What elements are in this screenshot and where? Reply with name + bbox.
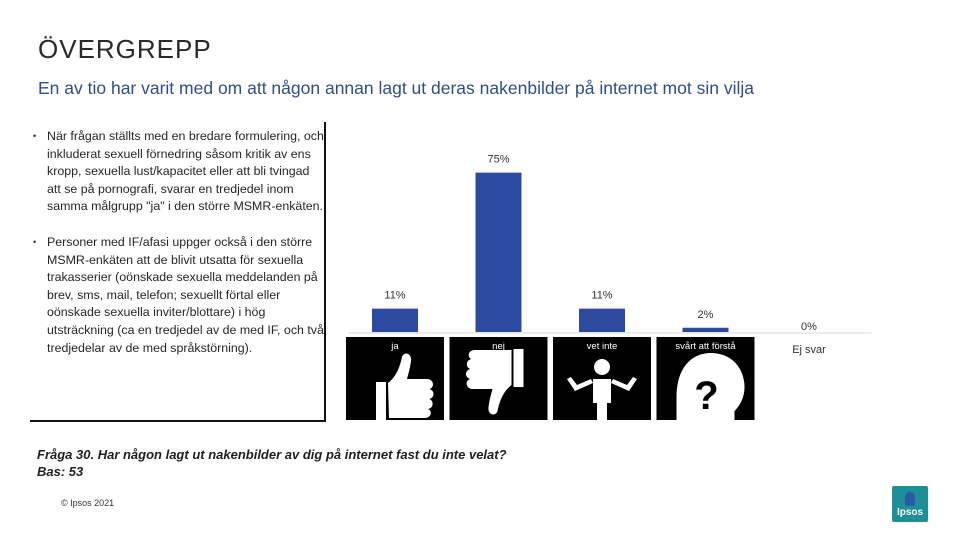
bar-chart: 11% 75% 11% 2% 0% ja nej vet inte? svårt att för… [340, 120, 880, 423]
bar-0 [372, 308, 418, 332]
shrug-person-icon [553, 337, 651, 423]
data-label-4: 0% [801, 321, 817, 333]
question-text: Fråga 30. Har någon lagt ut nakenbilder … [37, 447, 507, 462]
bullet-icon: • [33, 131, 37, 141]
page-subtitle: En av tio har varit med om att någon ann… [38, 78, 754, 98]
question-head-icon: ? [656, 337, 755, 423]
bar-chart-svg: 11% 75% 11% 2% 0% ja nej vet inte? svårt att för… [346, 154, 872, 423]
ipsos-logo: Ipsos [892, 486, 928, 522]
footnote: Fråga 30. Har någon lagt ut nakenbilder … [37, 446, 507, 480]
data-label-2: 11% [591, 290, 612, 302]
bar-1 [475, 172, 522, 332]
bullet-text: Personer med IF/afasi uppger också i den… [47, 234, 324, 355]
bullet-text: När frågan ställts med en bredare formul… [47, 129, 324, 214]
info-textbox: • När frågan ställts med en bredare form… [30, 122, 326, 422]
data-label-0: 11% [384, 290, 405, 302]
data-label-3: 2% [698, 309, 714, 321]
thumbs-up-icon [346, 337, 444, 423]
category-label-3: svårt att förstå [675, 341, 736, 352]
logo-figure-icon [905, 492, 915, 506]
category-label-1: nej [492, 341, 505, 352]
logo-text: Ipsos [896, 507, 924, 518]
bar-2 [579, 308, 625, 332]
category-label-0: ja [390, 341, 399, 352]
data-label-1: 75% [487, 154, 509, 166]
bullet-icon: • [33, 236, 37, 247]
svg-text:?: ? [694, 374, 718, 418]
page-title: ÖVERGREPP [38, 34, 212, 64]
copyright: © Ipsos 2021 [61, 498, 115, 508]
category-label-4: Ej svar [792, 344, 826, 356]
thumbs-down-icon [449, 337, 548, 423]
base-text: Bas: 53 [37, 464, 84, 479]
bullet-item: • Personer med IF/afasi uppger också i d… [30, 234, 324, 357]
category-label-2: vet inte [587, 341, 618, 352]
bar-3 [682, 327, 729, 332]
bullet-item: • När frågan ställts med en bredare form… [30, 128, 324, 216]
